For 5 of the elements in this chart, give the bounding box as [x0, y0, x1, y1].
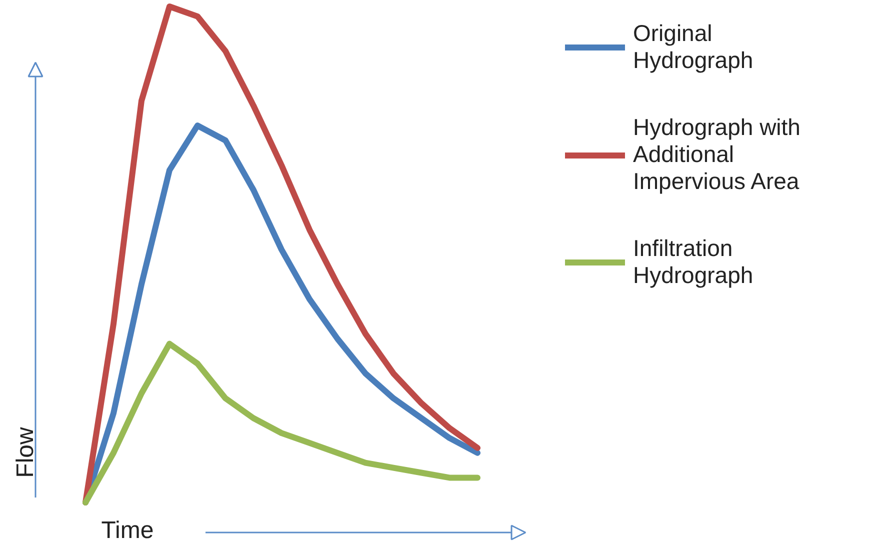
y-axis-title: Flow: [12, 426, 39, 478]
x-axis-title: Time: [101, 517, 154, 544]
legend-label: Original Hydrograph: [633, 20, 754, 74]
legend-label: Infiltration Hydrograph: [633, 235, 754, 289]
legend-label: Hydrograph with Additional Impervious Area: [633, 114, 800, 195]
